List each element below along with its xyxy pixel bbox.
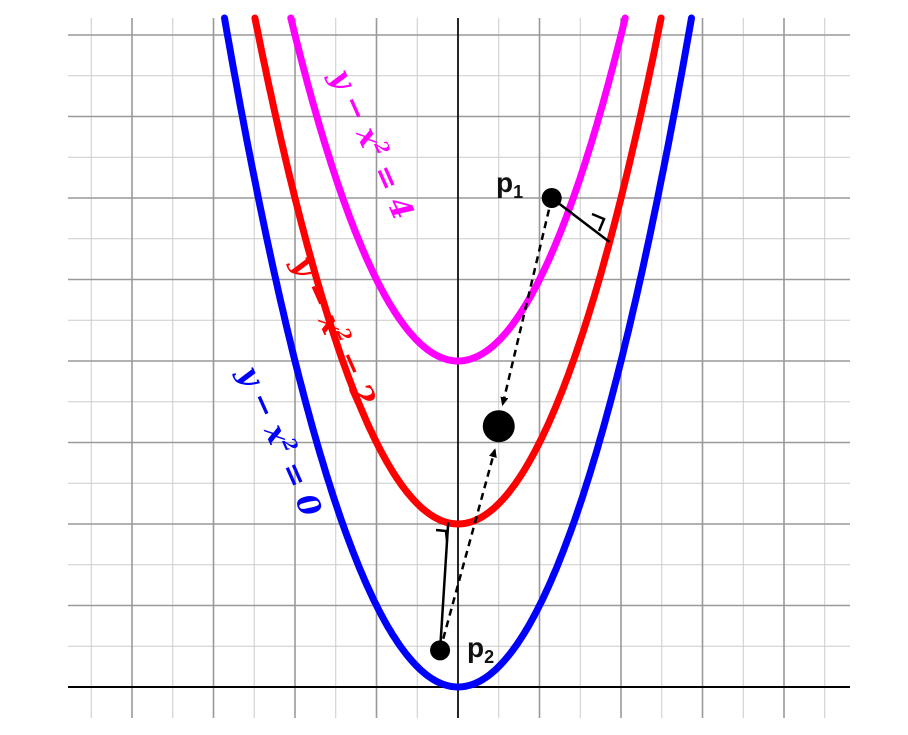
label-magenta-rest: = 4 (361, 150, 420, 225)
svg-text:y − x2 = 4: y − x2 = 4 (322, 63, 421, 225)
point-p2 (430, 640, 451, 661)
p2-projection-line (438, 522, 450, 651)
label-p1: p1 (496, 167, 523, 202)
level-curve-0 (221, 14, 695, 691)
label-p1-sub: 1 (513, 182, 523, 202)
label-p1-letter: p (496, 167, 513, 198)
p1-right-angle-mark (591, 212, 606, 232)
label-red-rest: = 2 (323, 337, 382, 412)
p1-projection-line (550, 197, 611, 244)
label-p2-letter: p (467, 632, 484, 663)
label-p2-sub: 2 (484, 647, 494, 667)
perpendicular-projections (435, 197, 611, 651)
label-blue-text: y − x (230, 360, 296, 450)
major-grid (68, 18, 850, 718)
label-magenta-curve: y − x2 = 4 (322, 63, 421, 225)
label-magenta-text: y − x (322, 63, 388, 153)
level-curve-2 (287, 14, 629, 365)
point-target (482, 410, 515, 443)
points (430, 188, 562, 661)
arrow-p2-to-target (438, 448, 497, 651)
dashed-arrows (438, 197, 553, 651)
point-p1 (541, 188, 562, 208)
level-curves (221, 14, 695, 691)
minor-grid (68, 18, 850, 718)
p2-right-angle-mark (435, 528, 449, 542)
label-red-text: y − x (284, 250, 350, 340)
label-p2: p2 (467, 632, 494, 667)
level-curve-1 (251, 14, 665, 528)
axes (68, 18, 850, 718)
